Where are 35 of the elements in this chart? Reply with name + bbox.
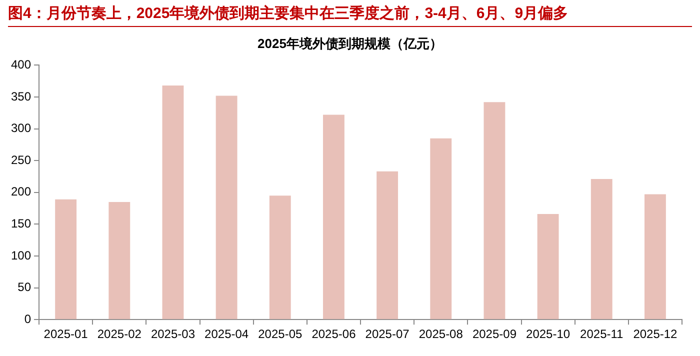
x-tick-label: 2025-09 xyxy=(472,327,517,342)
x-tick-label: 2025-11 xyxy=(580,327,624,342)
x-tick-label: 2025-12 xyxy=(633,327,678,342)
bar xyxy=(216,96,238,320)
bar xyxy=(484,102,506,320)
y-tick-label: 150 xyxy=(10,216,32,231)
x-tick-label: 2025-02 xyxy=(97,327,142,342)
x-tick-label: 2025-08 xyxy=(418,327,464,342)
x-tick-label: 2025-10 xyxy=(526,327,570,342)
bar xyxy=(537,214,559,320)
y-tick-label: 50 xyxy=(18,280,32,294)
bar xyxy=(323,114,344,320)
x-tick-label: 2025-04 xyxy=(204,327,249,342)
bar xyxy=(590,179,612,320)
y-tick-label: 400 xyxy=(10,58,32,72)
y-tick-label: 200 xyxy=(10,184,32,199)
x-tick-label: 2025-01 xyxy=(44,327,88,342)
x-tick-label: 2025-05 xyxy=(258,327,302,342)
x-tick-label: 2025-06 xyxy=(312,327,356,342)
bar xyxy=(162,86,184,320)
bar xyxy=(376,171,398,320)
y-tick-label: 350 xyxy=(10,89,32,104)
bar xyxy=(430,138,452,320)
bar xyxy=(269,196,291,320)
y-tick-label: 300 xyxy=(10,121,32,136)
y-tick-label: 0 xyxy=(24,312,32,326)
y-tick-label: 250 xyxy=(10,152,32,167)
chart-title: 图4：月份节奏上，2025年境外债到期主要集中在三季度之前，3-4月、6月、9月偏多 xyxy=(8,4,692,27)
x-tick-label: 2025-07 xyxy=(365,327,410,342)
bar xyxy=(108,202,130,320)
bar xyxy=(644,194,666,320)
bar xyxy=(55,199,77,320)
chart-subtitle: 2025年境外债到期规模（亿元） xyxy=(256,35,444,53)
x-tick-label: 2025-03 xyxy=(150,327,196,342)
y-tick-label: 100 xyxy=(10,248,32,262)
